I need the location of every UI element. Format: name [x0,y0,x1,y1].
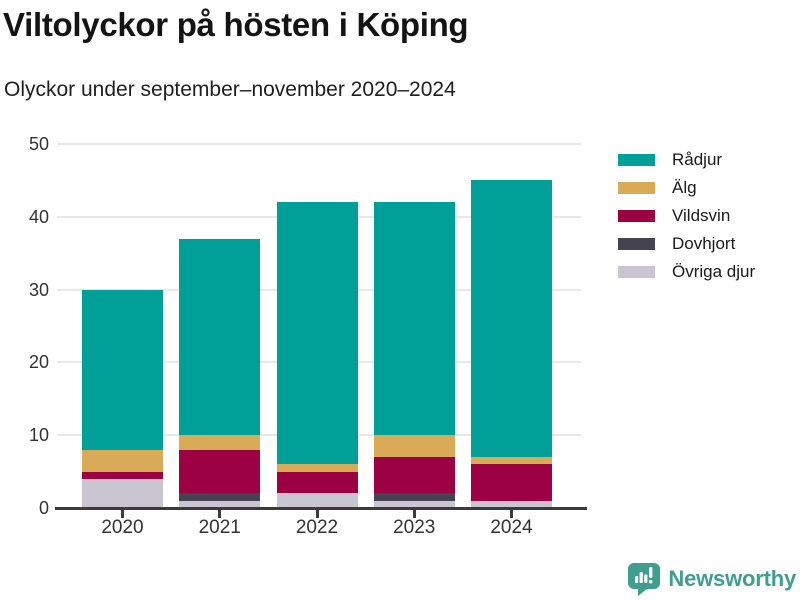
x-tick-2021 [218,510,222,518]
bar-segment-2023 [373,500,455,508]
bar-segment-2021 [179,435,261,450]
legend-label: Älg [672,178,697,197]
legend-label: Dovhjort [672,234,736,253]
bar-segment-2022 [276,471,358,494]
bar-segment-2023 [373,457,455,494]
bar-2020 [82,289,163,508]
bar-2021 [179,238,261,508]
x-axis-label: 2021 [198,517,241,538]
bar-segment-2021 [179,449,261,494]
newsworthy-logo-icon [628,563,661,596]
bar-segment-2021 [179,493,261,501]
bar-segment-2022 [276,202,358,465]
bar-segment-2020 [82,449,163,472]
gridline-y50 [57,143,581,145]
x-axis-label: 2020 [101,517,144,538]
y-axis-label: 10 [28,425,49,446]
legend-swatch [618,210,655,222]
x-tick-2023 [412,510,416,518]
bar-2024 [471,180,552,508]
legend-label: Vildsvin [672,206,731,225]
legend-item-älg: Älg [618,174,755,202]
bar-segment-2020 [82,289,163,450]
legend-swatch [618,154,655,166]
y-axis-label: 30 [28,279,49,300]
y-axis-label: 40 [28,206,49,227]
bar-segment-2022 [276,464,358,472]
y-axis-label: 20 [28,352,49,373]
bar-segment-2024 [471,457,552,465]
x-axis-line [55,507,587,510]
x-axis-label: 2024 [490,517,533,538]
bar-segment-2023 [373,435,455,458]
legend-swatch [618,182,655,194]
legend-label: Rådjur [672,150,723,169]
x-tick-2022 [315,510,319,518]
bar-segment-2023 [373,493,455,501]
bar-segment-2024 [471,464,552,501]
bar-2023 [373,202,455,508]
legend-swatch [618,238,655,250]
bar-segment-2024 [471,180,552,458]
brand-name: Newsworthy [668,566,796,591]
bar-segment-2022 [276,493,358,508]
legend-item-övriga-djur: Övriga djur [618,258,755,286]
bar-segment-2020 [82,471,163,479]
legend-item-vildsvin: Vildsvin [618,202,755,230]
legend-item-rådjur: Rådjur [618,146,755,174]
bar-segment-2023 [373,202,455,436]
x-axis-label: 2023 [393,517,436,538]
bar-segment-2020 [82,478,163,508]
x-axis-label: 2022 [295,517,339,538]
bar-2022 [276,202,358,508]
legend-swatch [618,266,655,278]
chart-subtitle: Olyckor under september–november 2020–20… [4,78,456,101]
y-axis-label: 50 [28,134,49,154]
x-tick-2024 [510,510,513,518]
brand-footer: Newsworthy [627,562,796,596]
legend: Rådjur Älg Vildsvin Dovhjort Övriga djur [618,146,755,286]
y-axis-label: 0 [38,498,49,518]
bar-segment-2021 [179,238,261,436]
chart-title: Viltolyckor på hösten i Köping [3,6,469,43]
x-tick-2020 [121,510,124,518]
bar-segment-2021 [179,500,261,508]
bar-segment-2024 [471,500,552,508]
legend-item-dovhjort: Dovhjort [618,230,755,258]
plot-area: 0 10 20 30 40 50 2020 2021 2022 2023 2024 [29,134,587,538]
legend-label: Övriga djur [672,262,756,281]
